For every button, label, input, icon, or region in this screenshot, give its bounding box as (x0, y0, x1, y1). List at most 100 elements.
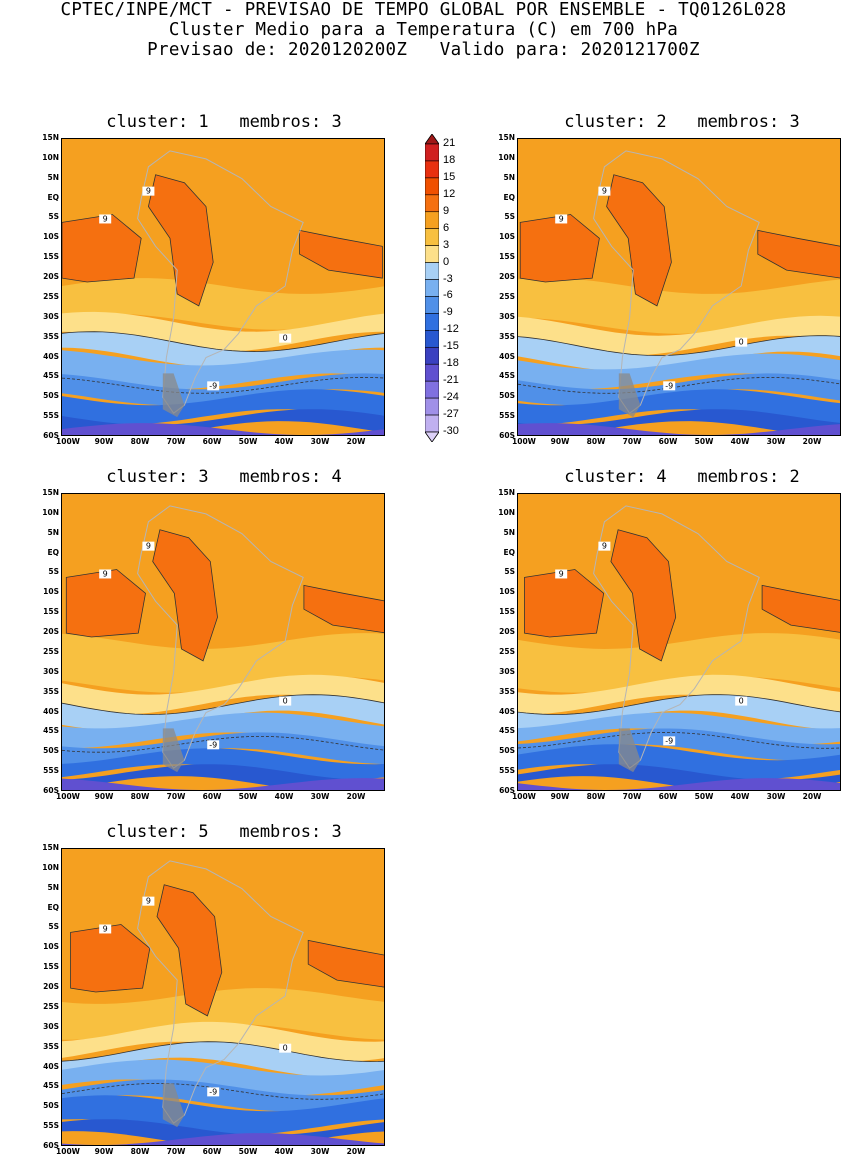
map-canvas: 9 9 0 -9 (518, 494, 840, 790)
lat-tick-label: 10N (42, 507, 59, 517)
south-america-outline (593, 150, 760, 414)
contour-label: 0 (739, 338, 744, 347)
warm-region (147, 174, 214, 307)
lat-tick-label: 5N (47, 882, 60, 892)
lat-tick-label: 45S (43, 371, 59, 381)
lon-tick-label: 100W (56, 792, 80, 801)
lat-tick-label: 10S (499, 232, 515, 242)
lat-tick-label: 50S (499, 746, 515, 756)
lat-tick-label: 10S (43, 232, 59, 242)
contour-label: -9 (209, 740, 217, 749)
lon-tick-label: 80W (586, 437, 606, 446)
contour-label-bg (207, 1087, 220, 1097)
temperature-band (518, 674, 840, 715)
warm-region (610, 529, 677, 662)
colorbar-bin (424, 330, 440, 348)
map-panel-3: 9 9 0 -9 (61, 493, 385, 791)
contour-zero (518, 335, 840, 356)
contour-label: 9 (146, 897, 151, 906)
map-panel-1: 9 9 0 -9 (61, 138, 385, 436)
lat-tick-label: 45S (43, 1081, 59, 1091)
lat-tick-label: 5S (48, 922, 59, 932)
contour-label: -9 (209, 1087, 217, 1096)
temperature-band (62, 349, 384, 390)
contour-label: 0 (283, 1044, 288, 1053)
colorbar-tick-label: 9 (443, 204, 450, 217)
lon-tick-label: 100W (56, 1147, 80, 1156)
contour-label-bg (663, 736, 676, 746)
temperature-band (62, 423, 384, 435)
contour-minus9 (62, 1082, 384, 1100)
lat-tick-label: 60S (43, 1141, 59, 1150)
lon-tick-label: 70W (166, 437, 186, 446)
lon-tick-label: 50W (694, 792, 714, 801)
lat-tick-label: 40S (499, 706, 515, 716)
lat-tick-label: 10S (43, 587, 59, 597)
temperature-band (62, 748, 384, 781)
lon-tick-label: 100W (512, 437, 536, 446)
lat-tick-label: 15N (498, 488, 515, 497)
colorbar-bin (424, 160, 440, 179)
warm-region (62, 214, 142, 283)
temperature-band (518, 744, 840, 781)
lon-tick-label: 20W (346, 437, 366, 446)
lat-tick-label: 5N (47, 172, 60, 182)
lon-tick-label: 60W (202, 792, 222, 801)
temperature-band (518, 353, 840, 390)
colorbar-bin (424, 228, 440, 246)
map-canvas: 9 9 0 -9 (62, 849, 384, 1145)
lat-tick-label: 25S (43, 646, 59, 656)
lon-tick-label: 90W (94, 1147, 114, 1156)
map-canvas: 9 9 0 -9 (62, 139, 384, 435)
lat-tick-label: 30S (499, 666, 515, 676)
map-canvas: 9 9 0 -9 (62, 494, 384, 790)
lat-tick-label: 55S (43, 411, 59, 421)
map-panel-5: 9 9 0 -9 (61, 848, 385, 1146)
contour-label: -9 (665, 381, 673, 390)
lon-tick-label: 90W (94, 792, 114, 801)
lat-tick-label: 35S (43, 686, 59, 696)
lon-tick-label: 50W (238, 437, 258, 446)
lon-tick-label: 70W (622, 792, 642, 801)
contour-label: 9 (103, 924, 108, 933)
warm-region (152, 529, 218, 662)
colorbar-tick-label: -15 (443, 340, 459, 353)
lat-tick-label: 50S (43, 1101, 59, 1111)
lon-tick-label: 60W (658, 437, 678, 446)
lat-tick-label: EQ (47, 192, 60, 202)
warm-region (761, 584, 840, 633)
colorbar-bin (424, 397, 440, 416)
lon-tick-label: 40W (274, 1147, 294, 1156)
lat-tick-label: 45S (43, 726, 59, 736)
colorbar-tick-label: -30 (443, 425, 459, 437)
lon-tick-label: 100W (512, 792, 536, 801)
colorbar-tick-label: 0 (443, 255, 450, 268)
colorbar-bin (424, 262, 440, 280)
colorbar-tick-label: -27 (443, 408, 459, 421)
lat-tick-label: 30S (43, 1021, 59, 1031)
lon-tick-label: 90W (94, 437, 114, 446)
colorbar-bin (424, 143, 440, 162)
contour-label: -9 (209, 381, 217, 390)
lon-tick-label: 80W (130, 1147, 150, 1156)
lat-tick-label: 15N (42, 843, 59, 852)
lon-tick-label: 60W (202, 437, 222, 446)
lat-tick-label: EQ (47, 902, 60, 912)
contour-zero (62, 694, 384, 715)
lon-tick-label: 70W (622, 437, 642, 446)
lat-tick-label: 15S (43, 252, 59, 262)
warm-region (606, 174, 672, 307)
lon-tick-label: 40W (274, 437, 294, 446)
warm-region (757, 229, 840, 279)
lon-tick-label: 20W (802, 437, 822, 446)
temperature-band (518, 278, 840, 334)
lat-tick-label: 60S (499, 431, 515, 440)
lat-tick-label: 45S (499, 371, 515, 381)
temperature-band (62, 1095, 384, 1136)
lat-tick-label: 5N (47, 527, 60, 537)
contour-label: -9 (665, 736, 673, 745)
colorbar-bin (424, 211, 440, 230)
temperature-band (62, 712, 384, 749)
lat-tick-label: 50S (43, 391, 59, 401)
colorbar-bin (424, 296, 440, 314)
